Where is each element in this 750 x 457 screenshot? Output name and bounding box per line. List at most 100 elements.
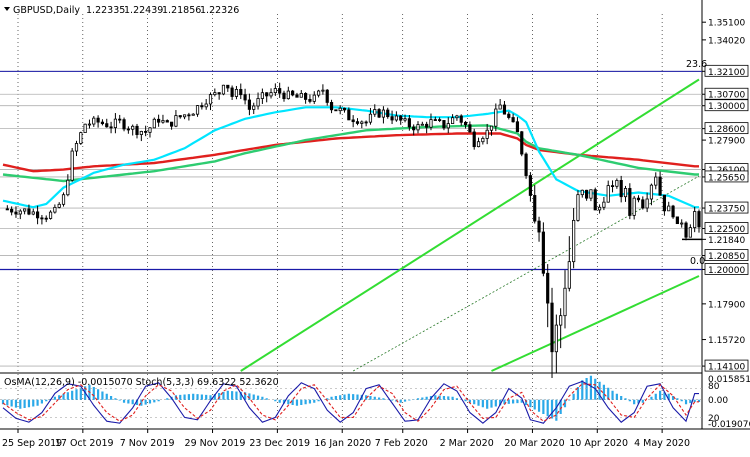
candle-body	[399, 115, 403, 121]
header-symbol: GBPUSD,Daily	[13, 5, 80, 16]
candle-body	[563, 287, 567, 317]
candle-body	[338, 107, 342, 112]
candle-body	[468, 124, 472, 133]
candle-body	[234, 89, 239, 97]
candle-body	[589, 189, 593, 199]
candle-body	[329, 102, 334, 111]
candle-body	[381, 109, 386, 118]
candle-body	[342, 107, 347, 111]
candle-body	[585, 189, 589, 199]
candle-body	[113, 118, 117, 129]
candle-body	[394, 115, 398, 121]
candle-body	[520, 131, 524, 155]
candle-body	[126, 128, 130, 131]
price-tick-label: 1.22500	[708, 225, 745, 235]
candle-body	[165, 120, 169, 123]
candle-body	[139, 130, 143, 135]
candle-body	[420, 123, 424, 126]
candle-body	[83, 123, 87, 133]
candle-body	[580, 189, 584, 196]
candle-body	[623, 188, 628, 198]
candle-body	[178, 115, 182, 118]
price-tick-label: 1.20850	[708, 252, 745, 262]
candle-body	[597, 206, 602, 211]
candle-body	[455, 115, 459, 119]
price-tick-label: 1.27900	[708, 137, 745, 147]
candle-body	[105, 123, 109, 128]
candle-body	[403, 118, 407, 121]
candle-body	[433, 119, 437, 121]
candle-body	[5, 208, 9, 211]
candle-body	[109, 126, 113, 129]
candle-body	[118, 118, 122, 121]
candle-body	[641, 199, 645, 209]
candle-body	[416, 124, 420, 131]
indicator-tick-label: 0.015851	[708, 375, 750, 385]
candle-body	[442, 120, 446, 129]
candle-body	[295, 94, 299, 98]
fib-label-top: 23.6	[686, 59, 707, 70]
price-tick-label: 1.15720	[708, 336, 745, 346]
time-tick-label: 4 May 2020	[634, 438, 690, 449]
candle-body	[31, 211, 35, 215]
candle-body	[157, 118, 161, 123]
candle-body	[286, 90, 290, 100]
trend-channel	[240, 78, 700, 372]
candle-body	[256, 98, 260, 107]
candle-body	[243, 94, 247, 101]
candle-body	[615, 180, 619, 187]
candle-body	[632, 197, 636, 216]
candle-body	[654, 176, 658, 186]
candle-body	[226, 84, 230, 89]
candle-body	[498, 104, 502, 110]
candle-body	[208, 94, 213, 105]
candle-body	[48, 211, 53, 219]
time-tick-label: 7 Feb 2020	[375, 438, 428, 449]
indicator-tick-label: 20	[708, 414, 720, 424]
indicator-tick-label: 0.00	[708, 396, 728, 406]
candle-body	[92, 117, 96, 125]
candle-body	[174, 115, 178, 127]
candle-body	[360, 121, 364, 124]
candle-body	[446, 123, 450, 129]
price-tag-box	[704, 359, 749, 372]
candle-body	[667, 205, 671, 212]
price-tag-box	[704, 263, 749, 275]
channel-line	[240, 78, 700, 372]
time-tick-label: 10 Apr 2020	[569, 438, 628, 449]
candle-body	[386, 109, 390, 118]
candle-body	[368, 113, 373, 123]
collapse-triangle-icon[interactable]	[4, 7, 10, 11]
candle-body	[489, 125, 494, 131]
time-tick-label: 29 Nov 2019	[185, 438, 246, 449]
moving-average-line	[2, 132, 699, 173]
header-high: 1.22439	[124, 5, 163, 16]
candle-body	[515, 121, 520, 133]
candle-body	[269, 92, 273, 97]
price-tick-label: 1.20000	[708, 266, 745, 276]
candle-body	[70, 150, 74, 181]
candle-body	[195, 105, 200, 115]
candle-body	[23, 208, 27, 212]
candle-body	[131, 125, 135, 130]
candle-body	[152, 118, 156, 129]
candle-body	[260, 92, 264, 99]
price-tag-box	[704, 122, 749, 135]
candle-body	[221, 84, 226, 95]
price-tag-box	[704, 201, 749, 214]
candle-body	[675, 216, 679, 225]
candle-body	[273, 88, 277, 94]
candle-body	[265, 92, 269, 97]
candle-body	[649, 184, 654, 200]
candle-body	[299, 93, 303, 98]
candle-body	[87, 123, 92, 126]
candle-body	[14, 211, 18, 215]
candle-body	[693, 211, 697, 229]
price-tick-label: 1.28600	[708, 125, 745, 135]
indicator-label: OsMA(12,26,9) -0.0015070 Stoch(5,3,3) 69…	[4, 377, 279, 388]
candle-body	[10, 208, 14, 213]
time-tick-label: 16 Jan 2020	[314, 438, 371, 449]
candle-body	[533, 195, 537, 222]
candle-body	[425, 123, 429, 128]
